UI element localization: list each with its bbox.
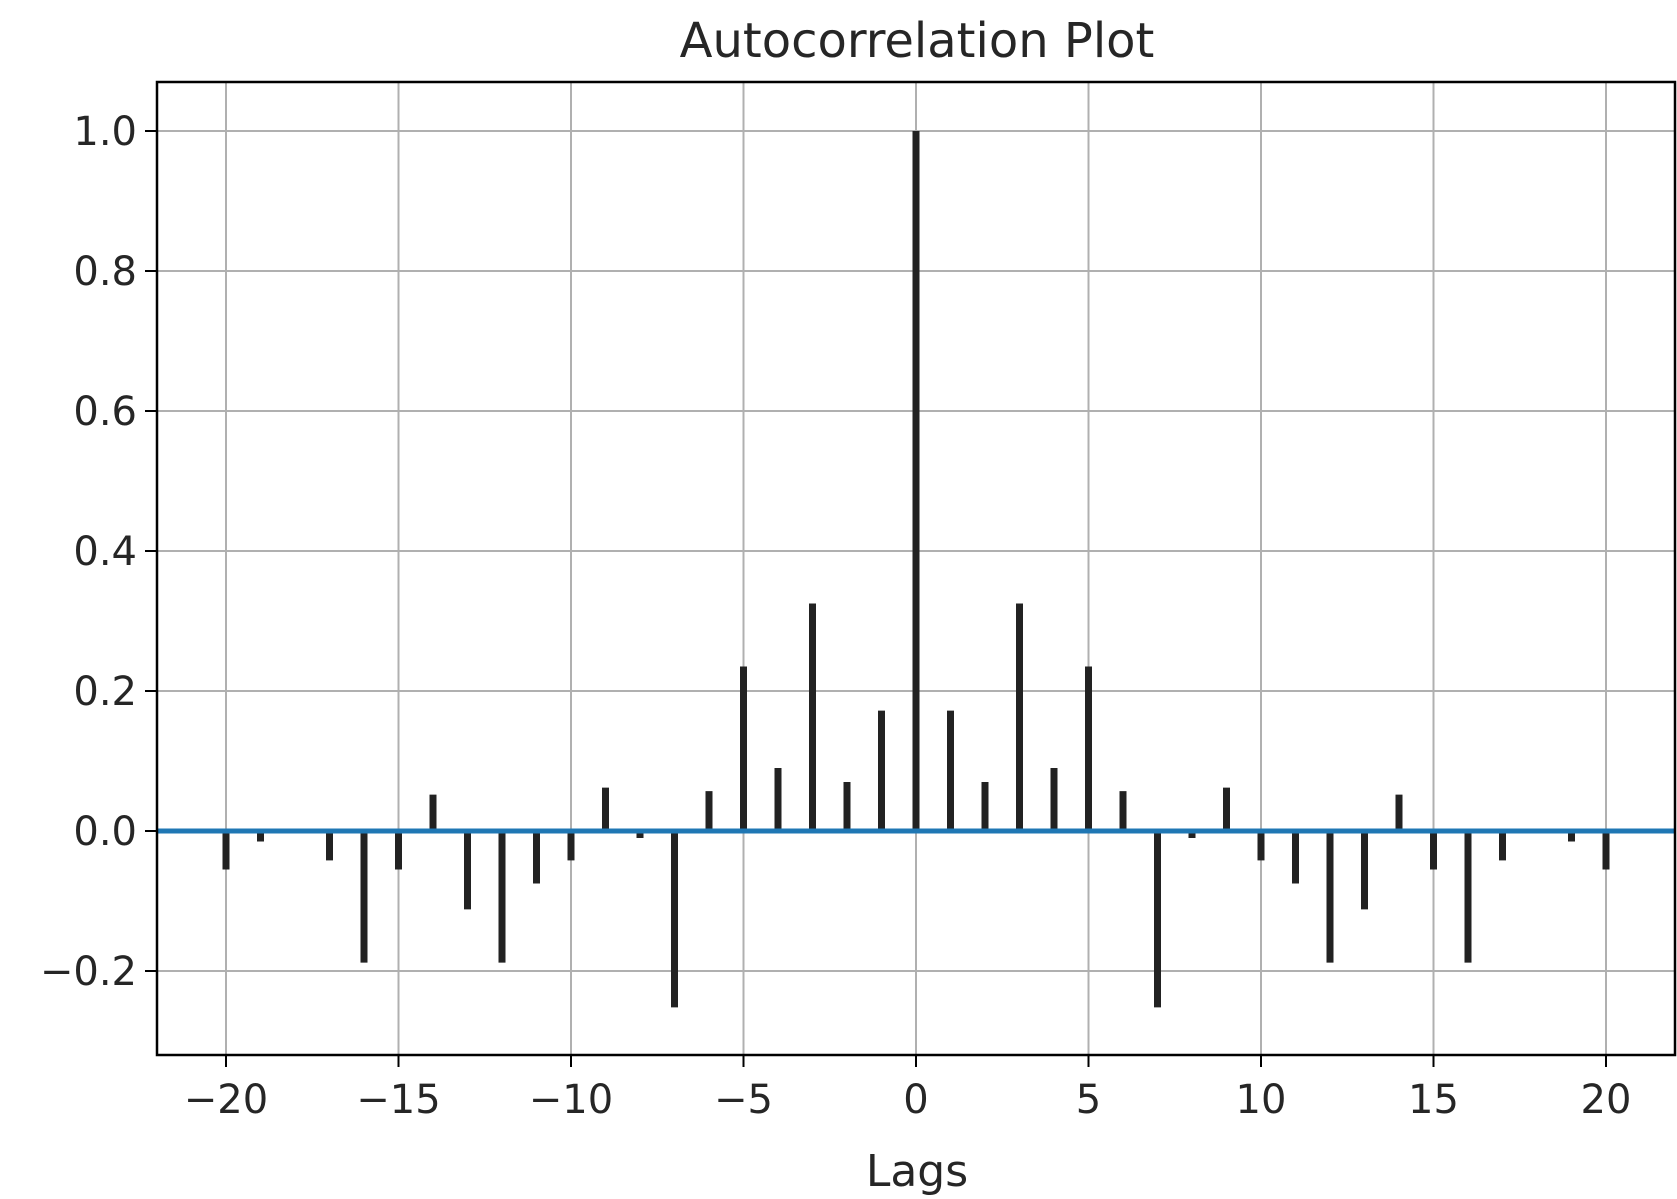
y-tick-label: 0.2 bbox=[73, 669, 137, 715]
y-tick-label: 0.8 bbox=[73, 249, 137, 295]
x-tick-label: −20 bbox=[184, 1077, 268, 1123]
x-tick-label: 15 bbox=[1408, 1077, 1459, 1123]
y-tick-label: −0.2 bbox=[40, 949, 137, 995]
y-tick-label: 0.6 bbox=[73, 389, 137, 435]
x-tick-label: 5 bbox=[1076, 1077, 1101, 1123]
chart-title: Autocorrelation Plot bbox=[680, 13, 1155, 69]
y-tick-label: 1.0 bbox=[73, 109, 137, 155]
x-tick-label: 20 bbox=[1581, 1077, 1632, 1123]
x-tick-label: −15 bbox=[356, 1077, 440, 1123]
y-tick-label: 0.0 bbox=[73, 809, 137, 855]
x-tick-label: −10 bbox=[529, 1077, 613, 1123]
x-axis-label: Lags bbox=[866, 1146, 968, 1195]
x-tick-label: 0 bbox=[903, 1077, 928, 1123]
x-tick-label: 10 bbox=[1236, 1077, 1287, 1123]
autocorrelation-bars bbox=[222, 131, 1610, 1008]
y-tick-label: 0.4 bbox=[73, 529, 137, 575]
y-axis-ticks: −0.2 0.0 0.2 0.4 0.6 0.8 1.0 bbox=[40, 109, 157, 995]
x-tick-label: −5 bbox=[714, 1077, 773, 1123]
x-axis-ticks: −20 −15 −10 −5 0 5 10 15 20 bbox=[184, 1055, 1632, 1123]
